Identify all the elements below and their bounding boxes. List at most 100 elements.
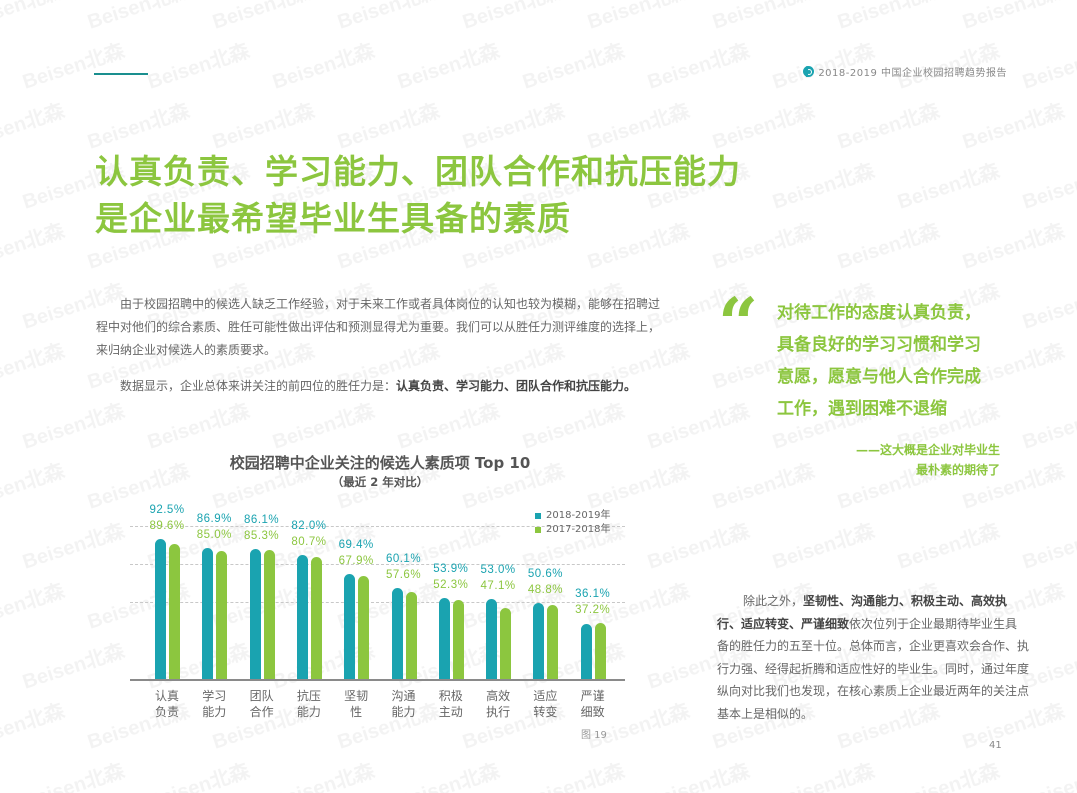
data-label: 60.1% xyxy=(385,553,422,566)
bar-2018-2019 xyxy=(344,574,356,679)
gridline xyxy=(130,526,625,527)
watermark-text: Beisen北森 xyxy=(209,100,318,154)
quote-body: 对待工作的态度认真负责， 具备良好的学习习惯和学习 意愿，愿意与他人合作完成 工… xyxy=(777,297,1017,425)
watermark-text: Beisen北森 xyxy=(834,0,943,34)
quote-attribution-line-1: ——这大概是企业对毕业生 xyxy=(855,443,1000,457)
watermark-text: Beisen北森 xyxy=(269,40,378,94)
intro-text: 由于校园招聘中的候选人缺乏工作经验，对于未来工作或者具体岗位的认知也较为模糊，能… xyxy=(96,293,663,398)
data-label: 82.0% xyxy=(291,520,327,533)
bar-2017-2018 xyxy=(594,622,606,679)
watermark-text: Beisen北森 xyxy=(1019,160,1077,214)
category-label: 认真 负责 xyxy=(154,689,179,719)
watermark-text: Beisen北森 xyxy=(459,100,568,154)
legend-item-2017-2018: 2017-2018年 xyxy=(535,523,611,537)
data-label: 85.0% xyxy=(196,528,232,541)
legend-swatch xyxy=(535,513,541,519)
watermark-text: Beisen北森 xyxy=(269,400,378,454)
page-title: 认真负责、学习能力、团队合作和抗压能力 是企业最希望毕业生具备的素质 xyxy=(95,148,741,242)
bar-2018-2019 xyxy=(296,555,308,679)
bar-2017-2018 xyxy=(405,592,417,679)
data-label: 47.1% xyxy=(480,579,516,592)
category-label: 沟通 能力 xyxy=(391,689,416,719)
legend-label: 2018-2019年 xyxy=(546,510,611,521)
watermark-text: Beisen北森 xyxy=(144,760,253,793)
watermark-text: Beisen北森 xyxy=(269,760,378,793)
watermark-text: Beisen北森 xyxy=(19,40,128,94)
page-title-line-1: 认真负责、学习能力、团队合作和抗压能力 xyxy=(95,152,741,191)
category-label: 坚韧性 xyxy=(344,689,369,719)
watermark-text: Beisen北森 xyxy=(144,40,253,94)
intro-paragraph-2-highlight: 认真负责、学习能力、团队合作和抗压能力。 xyxy=(396,379,637,393)
legend-label: 2017-2018年 xyxy=(546,524,611,535)
watermark-text: Beisen北森 xyxy=(19,520,128,574)
watermark-text: Beisen北森 xyxy=(709,460,818,514)
legend-swatch xyxy=(535,527,541,533)
watermark-text: Beisen北森 xyxy=(1019,40,1077,94)
intro-paragraph-2: 数据显示，企业总体来讲关注的前四位的胜任力是：认真负责、学习能力、团队合作和抗压… xyxy=(96,375,663,398)
bar-2018-2019 xyxy=(533,602,545,679)
watermark-text: Beisen北森 xyxy=(394,40,503,94)
quote-line: 工作，遇到困难不退缩 xyxy=(777,399,947,419)
bar-2018-2019 xyxy=(155,539,166,679)
category-label: 积极 主动 xyxy=(438,689,463,719)
header-divider xyxy=(806,66,809,77)
watermark-text: Beisen北森 xyxy=(1019,760,1077,793)
watermark-text: Beisen北森 xyxy=(394,760,503,793)
chart-title: 校园招聘中企业关注的候选人素质项 Top 10 xyxy=(229,454,531,472)
category-label: 高效 执行 xyxy=(486,689,511,719)
watermark-text: Beisen北森 xyxy=(644,760,753,793)
watermark-text: Beisen北森 xyxy=(394,400,503,454)
data-label: 52.3% xyxy=(433,578,469,591)
summary-highlight: 坚韧性、沟通能力、积极主动、高效执行、适应转变、严谨细致 xyxy=(717,594,1008,631)
summary-paragraph: 除此之外，坚韧性、沟通能力、积极主动、高效执行、适应转变、严谨细致依次位列于企业… xyxy=(717,590,1029,725)
watermark-text: Beisen北森 xyxy=(84,100,193,154)
watermark-text: Beisen北森 xyxy=(0,100,68,154)
bar-2017-2018 xyxy=(500,607,512,679)
watermark-text: Beisen北森 xyxy=(0,580,68,634)
report-title: 2018-2019 中国企业校园招聘趋势报告 xyxy=(818,68,1007,79)
watermark-text: Beisen北森 xyxy=(84,0,193,34)
watermark-text: Beisen北森 xyxy=(209,0,318,34)
summary-text: 除此之外，坚韧性、沟通能力、积极主动、高效执行、适应转变、严谨细致依次位列于企业… xyxy=(717,590,1029,725)
bar-2017-2018 xyxy=(452,600,464,679)
bar-2017-2018 xyxy=(216,550,228,679)
bar-2017-2018 xyxy=(547,605,559,679)
data-label: 92.5% xyxy=(149,504,185,517)
watermark-text: Beisen北森 xyxy=(709,0,818,34)
watermark-text: Beisen北森 xyxy=(769,760,878,793)
top-decorative-rule xyxy=(94,73,148,75)
watermark-text: Beisen北森 xyxy=(959,0,1068,34)
watermark-text: Beisen北森 xyxy=(894,160,1003,214)
page-number: 41 xyxy=(989,740,1002,751)
quote-line: 对待工作的态度认真负责， xyxy=(777,303,981,323)
gridline xyxy=(130,602,625,603)
watermark-text: Beisen北森 xyxy=(519,760,628,793)
watermark-text: Beisen北森 xyxy=(0,220,68,274)
quote-attribution-line-2: 最朴素的期待了 xyxy=(915,463,1000,477)
category-label: 适应 转变 xyxy=(533,689,558,719)
search-circle-icon xyxy=(803,66,815,77)
bar-2018-2019 xyxy=(202,547,214,679)
figure-label: 图 19 xyxy=(581,730,607,741)
watermark-text: Beisen北森 xyxy=(959,220,1068,274)
watermark-text: Beisen北森 xyxy=(834,220,943,274)
watermark-text: Beisen北森 xyxy=(894,520,1003,574)
data-label: 53.0% xyxy=(480,563,516,576)
watermark-text: Beisen北森 xyxy=(709,100,818,154)
bar-2018-2019 xyxy=(438,597,450,679)
watermark-text: Beisen北森 xyxy=(334,100,443,154)
watermark-text: Beisen北森 xyxy=(769,160,878,214)
watermark-text: Beisen北森 xyxy=(0,700,68,754)
watermark-text: Beisen北森 xyxy=(1019,400,1077,454)
watermark-text: Beisen北森 xyxy=(1019,520,1077,574)
data-label: 57.6% xyxy=(385,569,422,582)
bar-2017-2018 xyxy=(263,550,275,679)
legend-item-2018-2019: 2018-2019年 xyxy=(535,509,611,523)
bar-2018-2019 xyxy=(580,624,592,679)
watermark-text: Beisen北森 xyxy=(1019,280,1077,334)
quote-attribution: ——这大概是企业对毕业生 最朴素的期待了 xyxy=(856,440,1000,480)
watermark-text: Beisen北森 xyxy=(894,760,1003,793)
watermark-text: Beisen北森 xyxy=(0,460,68,514)
bar-2017-2018 xyxy=(358,576,370,679)
watermark-text: Beisen北森 xyxy=(144,400,253,454)
